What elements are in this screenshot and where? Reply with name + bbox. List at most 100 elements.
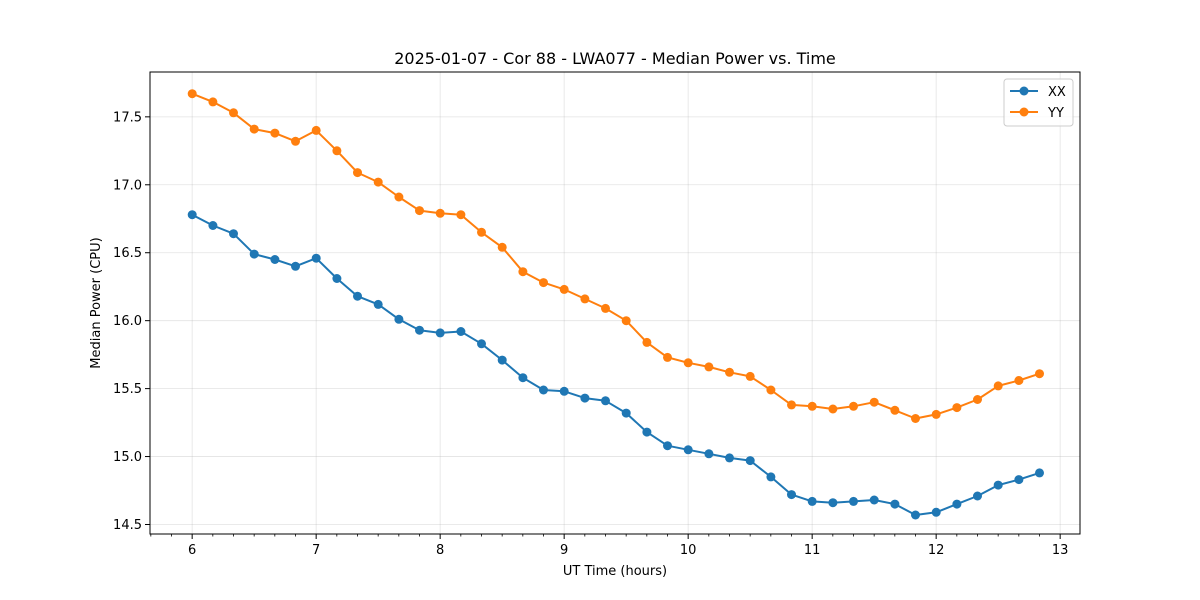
data-point-yy (663, 352, 672, 362)
data-point-yy (559, 284, 569, 294)
x-tick-label: 11 (804, 543, 821, 558)
data-point-xx (539, 385, 548, 395)
data-point-xx (683, 445, 693, 455)
y-axis-label: Median Power (CPU) (89, 237, 104, 368)
data-point-xx (787, 490, 796, 500)
grid (150, 72, 1080, 534)
data-point-yy (911, 414, 920, 423)
data-point-xx (497, 355, 507, 365)
data-point-xx (229, 229, 238, 239)
data-point-yy (456, 210, 466, 220)
x-tick-label: 12 (928, 543, 945, 558)
x-axis-label: UT Time (hours) (563, 564, 667, 579)
data-point-xx (704, 449, 714, 459)
data-point-yy (291, 136, 300, 146)
data-point-xx (621, 408, 631, 418)
data-point-xx (353, 291, 362, 301)
y-tick-label: 14.5 (113, 518, 142, 533)
data-point-yy (332, 146, 342, 156)
data-point-xx (373, 299, 383, 309)
data-point-xx (580, 393, 590, 403)
data-point-xx (1014, 475, 1024, 485)
chart-title: 2025-01-07 - Cor 88 - LWA077 - Median Po… (394, 49, 836, 68)
data-point-yy (869, 397, 879, 407)
data-point-xx (1035, 468, 1044, 478)
data-point-xx (725, 453, 734, 463)
data-point-xx (849, 496, 858, 506)
y-tick-label: 15.0 (113, 450, 142, 465)
data-point-xx (890, 499, 900, 509)
data-point-xx (952, 499, 962, 509)
data-point-yy (849, 401, 858, 411)
data-point-xx (291, 261, 300, 271)
y-tick-label: 16.0 (113, 314, 142, 329)
legend-marker-xx (1019, 86, 1029, 96)
data-point-xx (456, 327, 466, 336)
data-point-xx (559, 386, 569, 396)
y-axis: 14.5 15.0 15.5 16.0 16.5 17.0 17.5 (113, 110, 150, 533)
data-point-xx (828, 498, 838, 508)
legend-marker-yy (1019, 107, 1029, 117)
data-point-xx (311, 253, 321, 263)
data-point-yy (1035, 369, 1044, 379)
series-xx (187, 210, 1044, 520)
data-point-yy (683, 358, 693, 368)
data-point-yy (477, 227, 486, 237)
data-point-yy (745, 371, 755, 381)
legend-label-yy: YY (1047, 106, 1064, 121)
y-tick-label: 16.5 (113, 246, 142, 261)
x-tick-label: 9 (560, 543, 568, 558)
data-point-yy (601, 303, 610, 313)
data-point-yy (208, 97, 218, 107)
data-point-xx (415, 325, 424, 335)
data-point-yy (415, 206, 424, 216)
data-point-yy (229, 108, 238, 118)
data-point-xx (993, 480, 1003, 490)
data-point-yy (311, 125, 321, 135)
data-point-yy (373, 177, 383, 187)
data-point-yy (187, 89, 197, 99)
data-point-yy (931, 409, 941, 419)
data-point-yy (952, 403, 962, 413)
data-point-yy (394, 192, 404, 202)
data-point-yy (828, 404, 838, 414)
data-point-xx (766, 472, 776, 482)
data-point-yy (993, 381, 1003, 391)
data-point-xx (187, 210, 197, 220)
data-point-xx (249, 249, 259, 259)
x-tick-label: 6 (188, 543, 196, 558)
y-tick-label: 17.0 (113, 178, 142, 193)
x-tick-label: 13 (1052, 543, 1069, 558)
series-yy (187, 89, 1044, 423)
data-point-xx (270, 255, 280, 264)
data-point-xx (911, 510, 920, 520)
data-point-yy (807, 401, 817, 411)
x-tick-label: 7 (312, 543, 320, 558)
data-point-xx (663, 441, 672, 451)
x-tick-label: 8 (436, 543, 444, 558)
x-tick-label: 10 (680, 543, 697, 558)
data-point-xx (931, 507, 941, 517)
data-point-yy (725, 367, 734, 377)
data-point-yy (704, 362, 714, 372)
data-point-xx (332, 274, 342, 283)
data-point-yy (580, 294, 590, 304)
data-point-yy (1014, 376, 1024, 385)
data-point-yy (973, 395, 982, 404)
legend-label-xx: XX (1048, 85, 1066, 100)
data-point-xx (394, 314, 404, 324)
data-point-yy (642, 337, 652, 347)
data-point-yy (539, 278, 548, 288)
x-axis: 6 7 8 9 10 11 12 13 (150, 534, 1069, 558)
data-point-yy (621, 316, 631, 326)
data-point-xx (208, 221, 218, 230)
data-point-xx (601, 396, 610, 406)
data-point-yy (787, 400, 796, 410)
data-point-yy (890, 405, 900, 415)
data-point-xx (642, 427, 652, 437)
legend: XX YY (1003, 78, 1074, 127)
data-point-yy (518, 267, 528, 277)
data-point-xx (973, 491, 982, 501)
plot-frame (149, 71, 1081, 535)
